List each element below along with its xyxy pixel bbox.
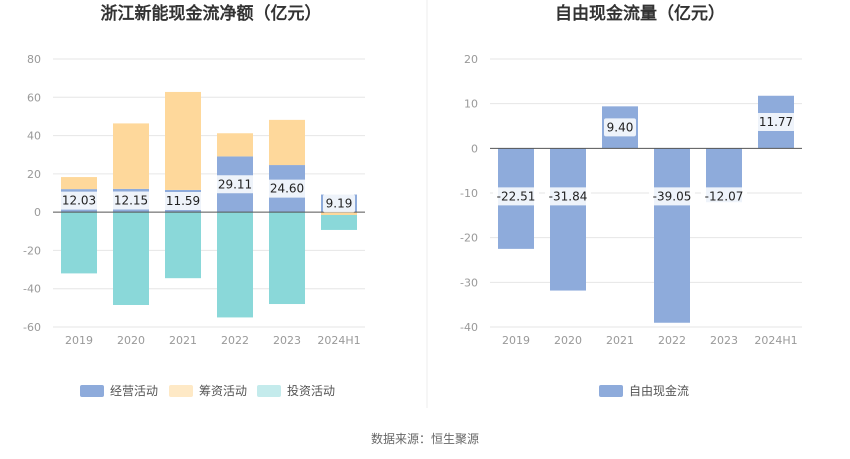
data-label-text: -22.51 xyxy=(497,189,536,203)
bar-investing[interactable] xyxy=(61,212,97,274)
left-chart-bars xyxy=(53,91,365,318)
left-chart-title: 浙江新能现金流净额（亿元） xyxy=(101,3,322,24)
bar-financing[interactable] xyxy=(321,212,357,216)
data-label-bg xyxy=(604,118,636,137)
x-tick-label: 2021 xyxy=(169,334,197,347)
x-tick-label: 2022 xyxy=(221,334,249,347)
data-label-text: -12.07 xyxy=(705,189,744,203)
data-label-text: -31.84 xyxy=(549,189,588,203)
right-chart-legend: 自由现金流 xyxy=(599,383,689,398)
y-tick-label: -40 xyxy=(460,321,478,334)
data-label-text: 9.19 xyxy=(326,196,353,210)
data-label-bg xyxy=(323,194,355,213)
bar-free_cash_flow[interactable] xyxy=(654,148,690,323)
y-tick-label: 20 xyxy=(464,53,478,66)
y-tick-label: 40 xyxy=(27,130,41,143)
bar-free_cash_flow[interactable] xyxy=(550,148,586,291)
data-label-bg xyxy=(701,187,747,206)
data-label-text: 12.15 xyxy=(114,194,148,208)
data-label: 24.60 xyxy=(267,179,307,198)
data-label: 11.59 xyxy=(163,192,203,211)
x-tick-label: 2024H1 xyxy=(754,334,797,347)
data-label-bg xyxy=(215,175,255,194)
data-label: -22.51 xyxy=(493,187,539,206)
left-chart-x-ticks: 2019 2020 2021 2022 2023 2024H1 xyxy=(65,334,361,347)
data-label-bg xyxy=(756,113,796,132)
y-tick-label: 80 xyxy=(27,53,41,66)
data-label: -31.84 xyxy=(545,187,591,206)
data-label-text: 9.40 xyxy=(607,120,634,134)
bar-financing[interactable] xyxy=(165,91,201,190)
data-source-label: 数据来源：恒生聚源 xyxy=(371,431,479,446)
data-label: -39.05 xyxy=(649,187,695,206)
legend-label-investing: 投资活动 xyxy=(287,383,335,398)
y-tick-label: 10 xyxy=(464,98,478,111)
data-label-bg xyxy=(649,187,695,206)
data-label: 12.03 xyxy=(59,191,99,210)
y-tick-label: 0 xyxy=(34,206,41,219)
data-label-text: -39.05 xyxy=(653,189,692,203)
right-chart-grid: 20 10 0 -10 -20 -30 -40 xyxy=(460,53,802,334)
y-tick-label: 20 xyxy=(27,168,41,181)
bar-investing[interactable] xyxy=(217,212,253,318)
data-label-bg xyxy=(111,191,151,210)
y-tick-label: -20 xyxy=(23,244,41,257)
data-label-bg xyxy=(545,187,591,206)
x-tick-label: 2019 xyxy=(502,334,530,347)
legend-item-investing[interactable]: 投资活动 xyxy=(257,383,335,398)
x-tick-label: 2019 xyxy=(65,334,93,347)
data-label-text: 24.60 xyxy=(270,182,304,196)
left-chart-legend: 经营活动 筹资活动 投资活动 xyxy=(80,383,335,398)
x-tick-label: 2020 xyxy=(117,334,145,347)
x-tick-label: 2020 xyxy=(554,334,582,347)
data-label-text: 11.59 xyxy=(166,194,200,208)
legend-item-free-cash-flow[interactable]: 自由现金流 xyxy=(599,383,689,398)
data-label-text: 11.77 xyxy=(759,115,793,129)
legend-item-financing[interactable]: 筹资活动 xyxy=(169,384,247,398)
data-label-text: 29.11 xyxy=(218,177,252,191)
data-label: 11.77 xyxy=(756,113,796,132)
bar-investing[interactable] xyxy=(321,215,357,230)
data-label: 29.11 xyxy=(215,175,255,194)
right-chart-bars xyxy=(490,95,802,323)
y-tick-label: -60 xyxy=(23,321,41,334)
y-tick-label: -30 xyxy=(460,276,478,289)
legend-label-free-cash-flow: 自由现金流 xyxy=(629,383,689,398)
right-chart-data-labels: -22.51 -31.84 9.40 -39.05 -12.07 11.77 xyxy=(493,113,796,206)
data-label-text: 12.03 xyxy=(62,194,96,208)
bar-investing[interactable] xyxy=(165,212,201,279)
y-tick-label: -10 xyxy=(460,187,478,200)
y-tick-label: 60 xyxy=(27,91,41,104)
bar-investing[interactable] xyxy=(113,212,149,305)
bar-financing[interactable] xyxy=(61,177,97,190)
data-label-bg xyxy=(59,191,99,210)
bar-financing[interactable] xyxy=(217,133,253,157)
data-label: 9.40 xyxy=(604,118,636,137)
data-label: 12.15 xyxy=(111,191,151,210)
bar-financing[interactable] xyxy=(113,123,149,189)
legend-label-financing: 筹资活动 xyxy=(199,384,247,398)
right-chart-title: 自由现金流量（亿元） xyxy=(555,3,725,24)
left-chart-grid: 80 60 40 20 0 -20 -40 -60 xyxy=(23,53,365,334)
x-tick-label: 2023 xyxy=(273,334,301,347)
x-tick-label: 2021 xyxy=(606,334,634,347)
data-label-bg xyxy=(267,179,307,198)
data-label: -12.07 xyxy=(701,187,747,206)
bar-investing[interactable] xyxy=(269,212,305,305)
y-tick-label: 0 xyxy=(471,142,478,155)
y-tick-label: -40 xyxy=(23,283,41,296)
data-label-bg xyxy=(163,192,203,211)
y-tick-label: -20 xyxy=(460,232,478,245)
bar-financing[interactable] xyxy=(269,119,305,166)
right-chart-x-ticks: 2019 2020 2021 2022 2023 2024H1 xyxy=(502,334,798,347)
legend-item-operating[interactable]: 经营活动 xyxy=(80,384,158,398)
x-tick-label: 2023 xyxy=(710,334,738,347)
data-label: 9.19 xyxy=(323,194,355,213)
left-chart-data-labels: 12.03 12.15 11.59 29.11 24.60 9.19 xyxy=(59,175,355,213)
x-tick-label: 2022 xyxy=(658,334,686,347)
x-tick-label: 2024H1 xyxy=(317,334,360,347)
legend-label-operating: 经营活动 xyxy=(110,384,158,398)
data-label-bg xyxy=(493,187,539,206)
